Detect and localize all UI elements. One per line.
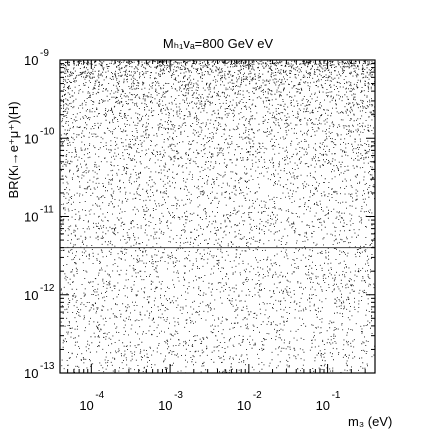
x-tick-label: 10 bbox=[158, 398, 172, 413]
x-axis-label: m₃ (eV) bbox=[348, 414, 392, 429]
x-tick-exponent: -2 bbox=[253, 390, 262, 401]
y-axis-label: BR(Kₗ→e⁺μ⁺)(H) bbox=[6, 101, 21, 198]
x-tick-label: 10 bbox=[316, 398, 330, 413]
y-tick-label: 10 bbox=[24, 366, 38, 381]
y-tick-exponent: -12 bbox=[40, 283, 55, 294]
y-tick-label: 10 bbox=[24, 210, 38, 225]
x-axis-ticks: 10-410-310-210-1 bbox=[59, 60, 376, 413]
y-tick-exponent: -11 bbox=[40, 205, 54, 216]
y-tick-label: 10 bbox=[24, 288, 38, 303]
x-tick-label: 10 bbox=[79, 398, 93, 413]
x-tick-label: 10 bbox=[237, 398, 251, 413]
chart-title: Mₕ₁vₐ=800 GeV eV bbox=[163, 36, 274, 51]
x-tick-exponent: -4 bbox=[95, 390, 104, 401]
y-tick-exponent: -10 bbox=[40, 126, 55, 137]
data-points bbox=[60, 60, 376, 374]
x-tick-exponent: -1 bbox=[332, 390, 341, 401]
plot-frame bbox=[59, 59, 376, 374]
scatter-points bbox=[60, 60, 376, 374]
y-tick-exponent: -9 bbox=[40, 48, 49, 59]
y-tick-label: 10 bbox=[24, 53, 38, 68]
y-tick-label: 10 bbox=[24, 131, 38, 146]
x-tick-exponent: -3 bbox=[174, 390, 183, 401]
y-tick-exponent: -13 bbox=[40, 361, 55, 372]
